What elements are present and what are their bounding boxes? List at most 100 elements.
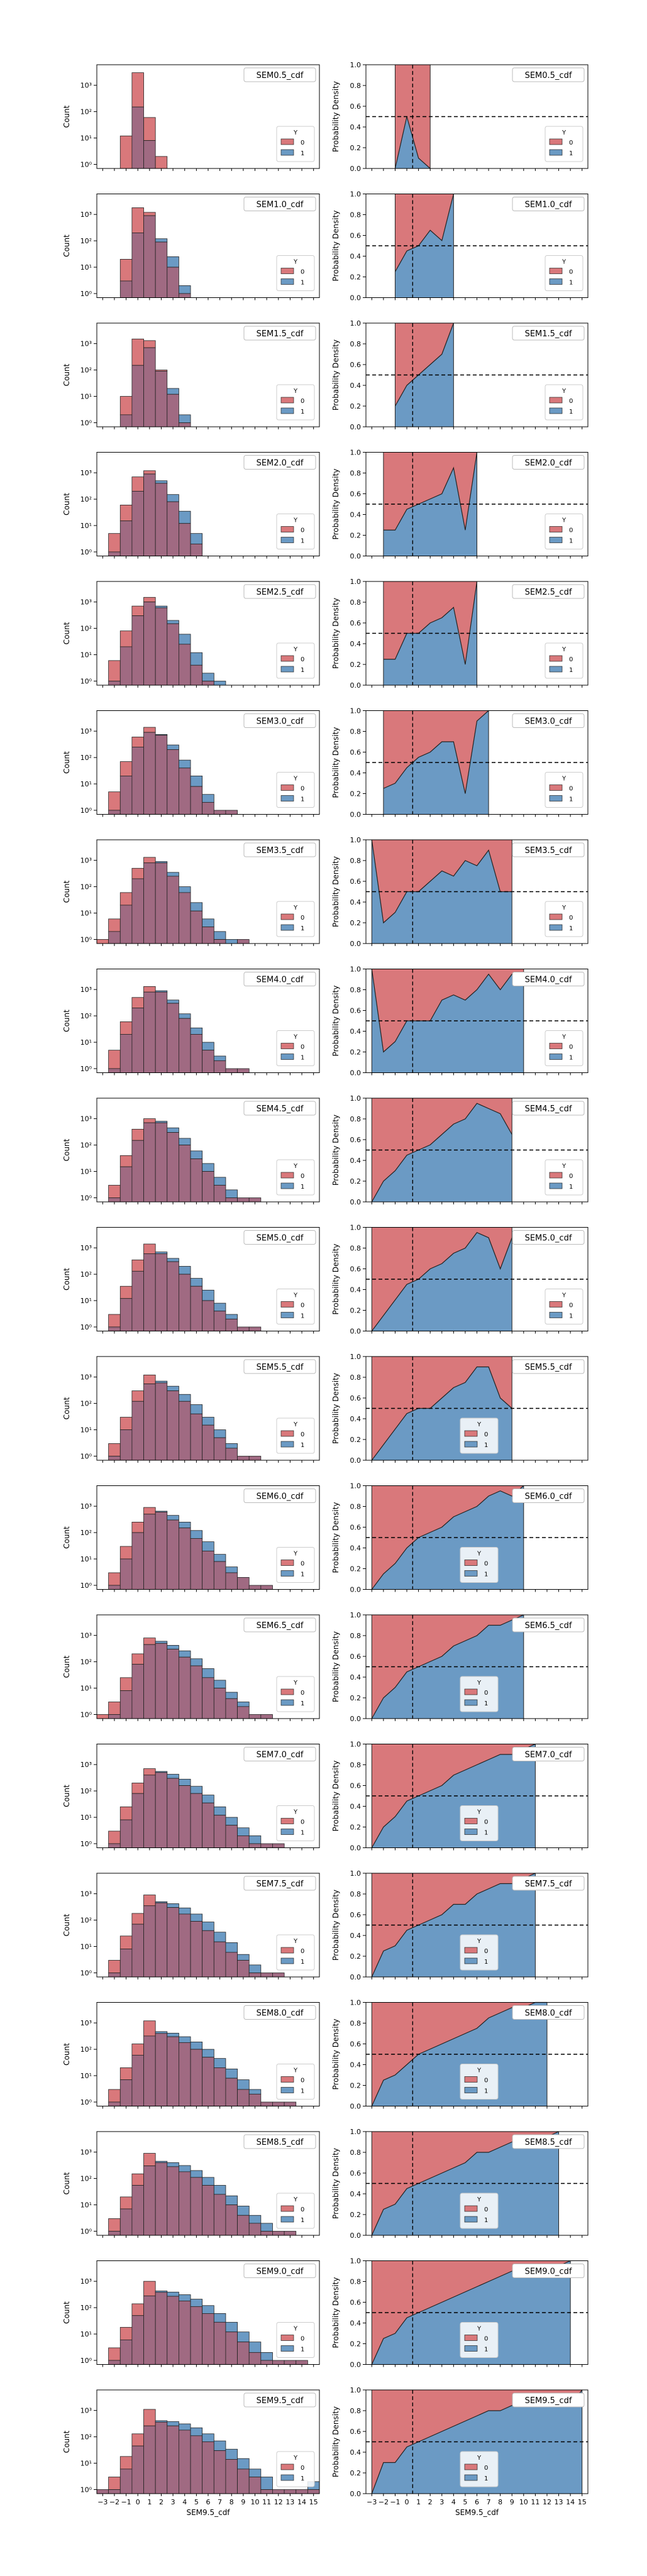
hist-bar-overlap	[237, 2342, 250, 2365]
hist-bar	[202, 673, 214, 681]
hist-bar-overlap	[296, 2360, 308, 2365]
hist-bar-overlap	[179, 422, 191, 427]
hist-bar-overlap	[119, 2079, 133, 2106]
hist-bar-overlap	[225, 1197, 238, 1203]
legend-swatch-0	[280, 2335, 294, 2341]
legend-swatch-1	[464, 1441, 478, 1448]
y-tick-label: 0.8	[350, 1632, 362, 1640]
hist-bar-overlap	[190, 1665, 203, 1719]
hist-bar-overlap	[225, 2078, 238, 2106]
hist-bar	[131, 997, 144, 1008]
legend: Y0 1	[460, 1417, 499, 1454]
hist-bar-overlap	[213, 2067, 226, 2106]
legend-swatch-1	[464, 2345, 478, 2352]
hist-bar	[131, 338, 144, 366]
hist-bar	[237, 1827, 250, 1836]
hist-bar-overlap	[143, 215, 156, 298]
hist-bar-overlap	[225, 1068, 238, 1073]
y-tick-label: 10¹	[80, 2460, 92, 2468]
panel-title: SEM2.5_cdf	[512, 584, 585, 599]
legend-title: Y	[293, 1292, 298, 1299]
hist-bar	[143, 1768, 156, 1776]
legend-label-1: 1	[301, 2217, 304, 2224]
y-tick-label: 0.0	[350, 1715, 362, 1723]
hist-bar-overlap	[119, 1690, 133, 1719]
hist-bar	[202, 2177, 214, 2186]
legend-title: Y	[293, 2067, 298, 2074]
legend-label-1: 1	[484, 1830, 488, 1837]
hist-bar-overlap	[143, 2035, 156, 2106]
y-axis-label: Count	[62, 1913, 71, 1936]
hist-bar	[202, 1163, 214, 1172]
hist-bar-overlap	[225, 1952, 238, 1978]
y-tick-label: 0.4	[350, 253, 362, 261]
hist-bar	[190, 2170, 203, 2178]
hist-bar-overlap	[167, 1907, 179, 1978]
hist-bar-overlap	[155, 607, 168, 686]
title-text: SEM1.0_cdf	[525, 201, 572, 210]
hist-bar-overlap	[119, 776, 133, 815]
hist-bar-overlap	[131, 2315, 144, 2365]
y-tick-label: 10⁰	[80, 1711, 92, 1719]
legend-swatch-1	[280, 1441, 294, 1448]
title-text: SEM9.5_cdf	[257, 2396, 304, 2406]
x-tick-label: 7	[218, 2498, 222, 2506]
y-tick-label: 0.4	[350, 1544, 362, 1553]
panel-title: SEM5.0_cdf	[243, 1230, 316, 1245]
hist-bar-overlap	[131, 106, 144, 169]
hist-bar	[179, 2165, 191, 2172]
x-tick-label: 3	[440, 2498, 444, 2506]
hist-bar	[119, 505, 133, 522]
y-axis-label: Probability Density	[331, 1890, 340, 1961]
x-tick-label: 11	[262, 2498, 271, 2506]
y-tick-label: 0.6	[350, 1265, 362, 1274]
y-tick-label: 1.0	[350, 1094, 362, 1103]
hist-bar-overlap	[167, 1003, 179, 1073]
density-panel: 0.0 0.2 0.4 0.6 0.8 1.0 Probability Density SEM…	[331, 578, 589, 690]
hist-bar	[213, 931, 226, 940]
legend-label-0: 0	[569, 1044, 573, 1051]
y-tick-label: 10⁰	[80, 161, 92, 169]
hist-bar-overlap	[179, 1785, 191, 1848]
density-area-1	[372, 2260, 571, 2365]
hist-bar	[119, 396, 133, 416]
hist-bar-overlap	[143, 1775, 156, 1848]
hist-bar-overlap	[179, 523, 191, 556]
legend-label-1: 1	[301, 409, 304, 416]
title-text: SEM0.5_cdf	[257, 71, 304, 80]
hist-bar	[96, 939, 109, 944]
hist-bar	[202, 1922, 214, 1931]
legend: Y0 1	[460, 1805, 499, 1841]
y-tick-label: 10³	[80, 857, 92, 865]
hist-bar	[167, 620, 179, 624]
hist-bar-overlap	[213, 1688, 226, 1719]
legend-title: Y	[561, 1292, 567, 1299]
legend-label-0: 0	[301, 656, 304, 663]
y-tick-label: 0.6	[350, 1653, 362, 1661]
hist-bar-overlap	[143, 1905, 156, 1978]
hist-bar	[179, 759, 191, 769]
hist-bar-overlap	[225, 2331, 238, 2365]
hist-bar	[131, 1783, 144, 1794]
legend-label-0: 0	[484, 2078, 488, 2084]
legend-label-1: 1	[569, 1313, 573, 1320]
y-tick-label: 10⁰	[80, 419, 92, 427]
hist-bar-overlap	[119, 1034, 133, 1073]
density-panel: 0.0 0.2 0.4 0.6 0.8 1.0 Probability Density SEM…	[331, 836, 589, 948]
hist-bar	[213, 1055, 226, 1061]
hist-bar-overlap	[119, 1558, 133, 1590]
legend-title: Y	[293, 905, 298, 911]
hist-bar-overlap	[225, 1825, 238, 1848]
legend-label-0: 0	[569, 656, 573, 663]
hist-bar	[167, 388, 179, 395]
histogram-panel: 10⁰ 10¹ 10² 10³ Count SEM5.5_cdf Y0 1	[62, 1356, 320, 1463]
y-tick-label: 0.0	[350, 1198, 362, 1206]
hist-bar-overlap	[143, 1122, 156, 1203]
hist-bar-overlap	[155, 1772, 168, 1848]
y-tick-label: 0.2	[350, 1049, 362, 1057]
y-tick-label: 10²	[80, 237, 92, 245]
hist-bar-overlap	[131, 1532, 144, 1590]
y-tick-label: 10⁰	[80, 1582, 92, 1590]
legend-swatch-1	[549, 278, 563, 285]
density-line	[371, 1743, 536, 1848]
